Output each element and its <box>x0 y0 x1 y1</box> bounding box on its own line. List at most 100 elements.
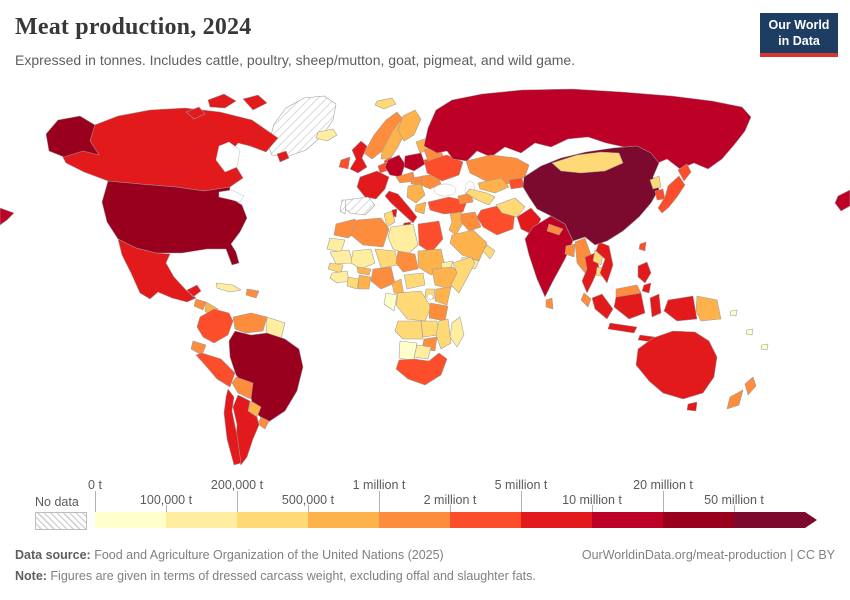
country-botswana[interactable] <box>413 344 432 360</box>
country-mali[interactable] <box>350 248 376 270</box>
country-south-africa[interactable] <box>395 352 448 386</box>
country-namibia[interactable] <box>398 340 418 362</box>
country-algeria[interactable] <box>350 217 390 248</box>
country-iraq[interactable] <box>460 211 482 232</box>
country-france[interactable] <box>356 170 390 200</box>
country-kenya[interactable] <box>434 286 452 306</box>
country-north-korea[interactable] <box>649 175 662 190</box>
country-brazil[interactable] <box>228 330 304 424</box>
country-indonesia[interactable] <box>591 292 698 343</box>
country-guinea-region[interactable] <box>329 270 350 284</box>
country-oman[interactable] <box>482 244 496 260</box>
country-libya[interactable] <box>387 223 419 256</box>
legend-tick-label: 500,000 t <box>281 493 335 507</box>
country-iceland[interactable] <box>315 128 338 142</box>
country-mozambique[interactable] <box>435 318 452 350</box>
country-greece[interactable] <box>414 201 427 215</box>
country-nepal[interactable] <box>546 223 564 236</box>
country-burkina-faso[interactable] <box>356 266 372 276</box>
country-madagascar[interactable] <box>449 316 465 348</box>
country-alaska[interactable] <box>45 115 100 158</box>
country-somalia[interactable] <box>450 256 476 294</box>
country-ukraine[interactable] <box>423 154 464 182</box>
country-mexico[interactable] <box>117 238 202 303</box>
country-senegal[interactable] <box>327 262 344 274</box>
country-turkey[interactable] <box>427 196 468 215</box>
country-guatemala[interactable] <box>193 298 207 311</box>
no-data-swatch[interactable] <box>35 512 87 530</box>
legend-segment-7[interactable] <box>592 512 663 528</box>
owid-url-link[interactable]: OurWorldinData.org/meat-production | CC … <box>581 548 835 562</box>
country-pacific-islands[interactable] <box>729 309 769 351</box>
legend-segment-2[interactable] <box>237 512 308 528</box>
country-venezuela[interactable] <box>232 312 268 334</box>
country-ivory-coast[interactable] <box>346 276 360 290</box>
country-ghana[interactable] <box>357 274 372 290</box>
country-western-sahara[interactable] <box>326 237 346 253</box>
country-russia-west-sliver[interactable] <box>0 207 15 226</box>
country-peru[interactable] <box>195 352 236 388</box>
country-south-korea[interactable] <box>654 188 666 201</box>
country-mauritania[interactable] <box>329 249 354 265</box>
legend-segment-0[interactable] <box>95 512 166 528</box>
country-poland[interactable] <box>403 152 426 172</box>
country-tanzania[interactable] <box>428 302 449 322</box>
country-uzbekistan[interactable] <box>477 177 510 194</box>
legend-tick <box>379 491 380 512</box>
country-bangladesh[interactable] <box>564 243 576 258</box>
country-chile[interactable] <box>223 388 242 466</box>
legend-segment-6[interactable] <box>521 512 592 528</box>
country-cuba[interactable] <box>215 282 242 293</box>
country-malaysia-peninsula[interactable] <box>580 292 592 308</box>
country-niger[interactable] <box>374 248 399 269</box>
country-spain[interactable] <box>341 196 376 216</box>
country-vietnam[interactable] <box>595 241 614 284</box>
country-sri-lanka[interactable] <box>545 297 554 310</box>
country-caucasus[interactable] <box>457 192 474 205</box>
country-balkans[interactable] <box>406 183 426 204</box>
country-australia[interactable] <box>635 330 718 412</box>
country-russia-east-sliver[interactable] <box>834 189 850 212</box>
country-uruguay[interactable] <box>257 416 270 430</box>
country-kyrgyzstan[interactable] <box>508 177 525 190</box>
legend-segment-9[interactable] <box>734 512 805 528</box>
country-japan[interactable] <box>657 163 692 214</box>
country-greenland[interactable] <box>267 95 337 158</box>
country-ireland[interactable] <box>338 156 351 170</box>
country-angola[interactable] <box>394 320 424 340</box>
country-canada-islands[interactable] <box>185 93 290 163</box>
country-tunisia[interactable] <box>383 210 396 228</box>
legend-segment-4[interactable] <box>379 512 450 528</box>
legend-segment-5[interactable] <box>450 512 521 528</box>
country-argentina[interactable] <box>232 394 260 466</box>
country-malaysia-borneo[interactable] <box>615 284 642 298</box>
country-colombia[interactable] <box>196 308 234 344</box>
country-new-zealand[interactable] <box>726 376 757 410</box>
country-egypt[interactable] <box>417 220 444 254</box>
country-papua-new-guinea[interactable] <box>695 295 722 322</box>
country-philippines[interactable] <box>637 261 652 294</box>
country-united-kingdom[interactable] <box>349 140 368 174</box>
country-central-african-republic[interactable] <box>403 272 426 290</box>
country-turkmenistan[interactable] <box>465 188 496 206</box>
country-taiwan[interactable] <box>638 241 647 252</box>
legend-segment-3[interactable] <box>308 512 379 528</box>
country-chad[interactable] <box>395 250 419 273</box>
country-saudi-arabia[interactable] <box>449 229 488 262</box>
country-finland[interactable] <box>397 109 422 142</box>
country-hispaniola[interactable] <box>245 288 260 299</box>
country-mongolia[interactable] <box>551 151 624 174</box>
country-afghanistan[interactable] <box>495 197 526 218</box>
country-congo-gabon[interactable] <box>383 292 398 312</box>
country-svalbard[interactable] <box>374 97 397 110</box>
country-nigeria[interactable] <box>370 266 396 290</box>
legend-tick-label: 10 million t <box>562 493 622 507</box>
legend-segment-8[interactable] <box>663 512 734 528</box>
country-china[interactable] <box>522 145 660 246</box>
country-bolivia[interactable] <box>231 376 254 400</box>
country-ecuador[interactable] <box>190 340 207 356</box>
legend-segment-1[interactable] <box>166 512 237 528</box>
country-portugal[interactable] <box>339 199 347 215</box>
note-line: Note: Figures are given in terms of dres… <box>15 566 835 587</box>
